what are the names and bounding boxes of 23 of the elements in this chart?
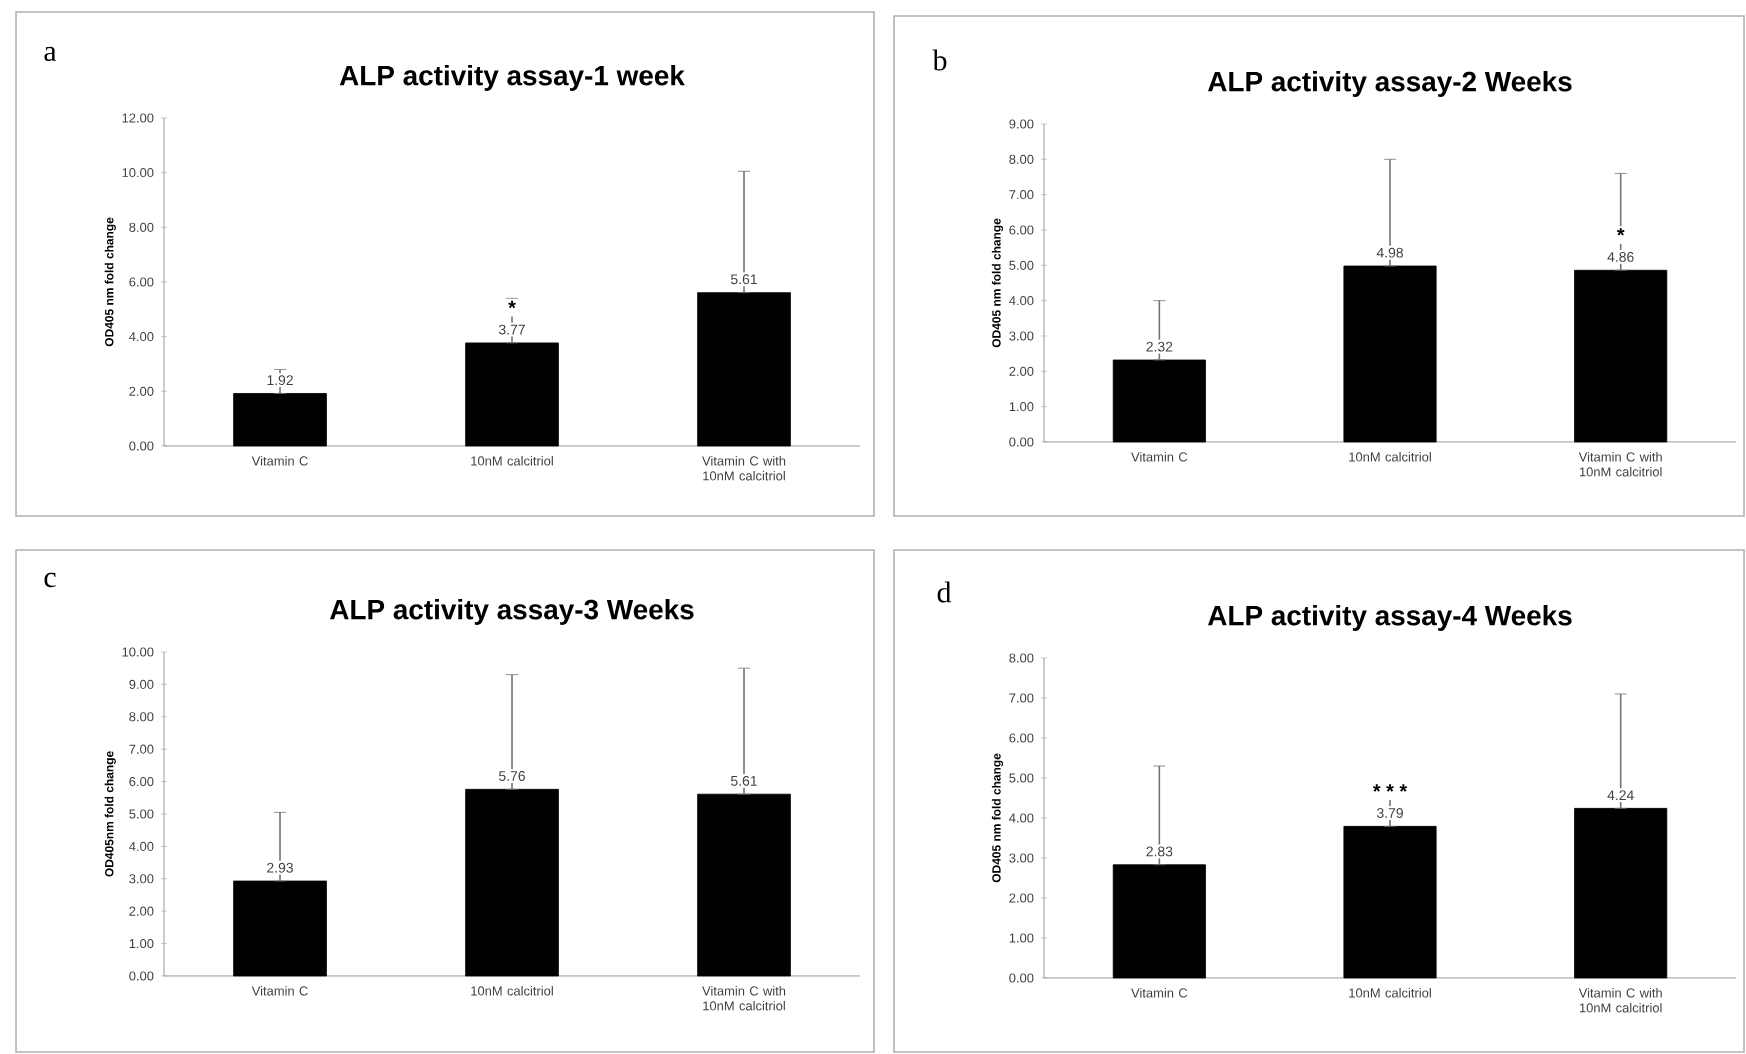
bar (1574, 807, 1668, 979)
annotation: * (508, 300, 516, 309)
bar (697, 793, 791, 977)
bar (1343, 265, 1437, 443)
chart-title: ALP activity assay-2 Weeks (1207, 70, 1572, 97)
bar (465, 788, 559, 977)
text: c (44, 572, 56, 588)
bar (1112, 864, 1206, 979)
bar (1574, 269, 1668, 443)
text: d (937, 581, 952, 603)
bar (1112, 359, 1206, 443)
bar (697, 292, 791, 447)
chart-title: ALP activity assay-4 Weeks (1207, 604, 1572, 631)
chart-title: ALP activity assay-3 Weeks (329, 598, 694, 625)
text: a (44, 46, 57, 62)
bar (1343, 825, 1437, 979)
bar (465, 342, 559, 447)
annotation: * (1616, 228, 1625, 236)
text: b (932, 49, 947, 71)
bar (233, 880, 327, 977)
chart-title: ALP activity assay-1 week (339, 64, 685, 91)
annotation: * * * (1372, 784, 1408, 792)
bar (233, 393, 327, 447)
